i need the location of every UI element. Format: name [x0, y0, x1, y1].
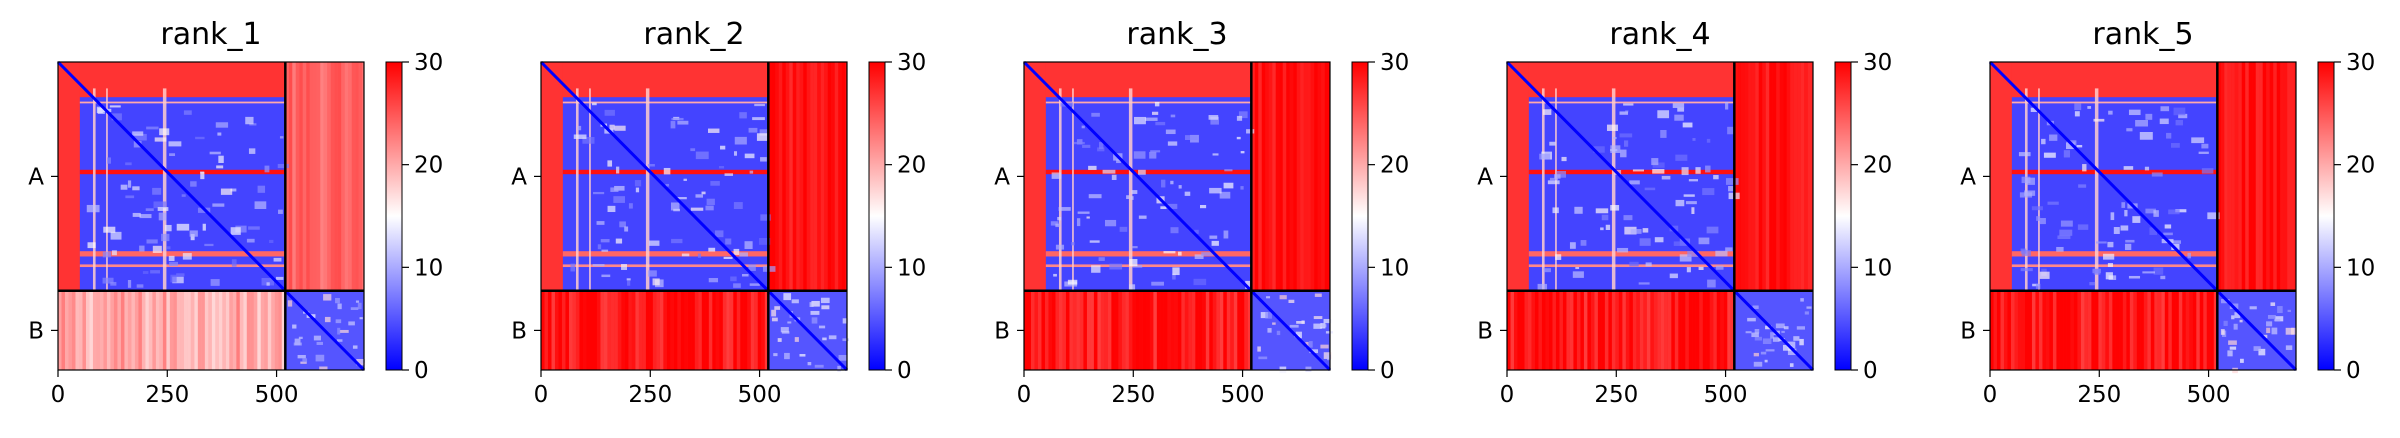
- colorbar-tick-label: 10: [1380, 255, 1409, 281]
- heatmap-cells: [1022, 60, 1333, 374]
- x-tick-label: 0: [534, 382, 549, 408]
- x-tick-label: 0: [1983, 382, 1998, 408]
- colorbar-tick-label: 30: [897, 50, 926, 76]
- heatmap-frame: [1989, 61, 2297, 371]
- x-tick-label: 250: [1111, 382, 1155, 408]
- colorbar-tick-label: 0: [2346, 358, 2361, 384]
- heatmap-cells: [539, 60, 849, 372]
- heatmap-cells: [1505, 60, 1815, 372]
- x-tick-label: 500: [738, 382, 782, 408]
- y-tick-label: A: [1477, 164, 1493, 190]
- heatmap-cells: [1988, 60, 2298, 374]
- x-tick-label: 500: [1704, 382, 1748, 408]
- colorbar-tick-label: 30: [2346, 50, 2375, 76]
- diagonal-line: [1505, 60, 1815, 372]
- heatmap-svg: rank_5 0 250 500 A B 0 10 20 30: [1960, 17, 2375, 408]
- chart-title: rank_2: [643, 17, 744, 52]
- heatmap-svg: rank_4 0 250 500 A B 0 10 20 30: [1477, 17, 1892, 408]
- colorbar-tick-label: 10: [414, 255, 443, 281]
- colorbar-tick-label: 0: [414, 358, 429, 384]
- colorbar-tick-label: 0: [1380, 358, 1395, 384]
- heatmap-panel-1: rank_1 0 250 500 A B 0 10 20 30: [0, 0, 480, 438]
- y-tick-label: A: [511, 164, 527, 190]
- y-tick-label: B: [28, 318, 44, 344]
- x-tick-label: 500: [2187, 382, 2231, 408]
- heatmap-frame: [1023, 61, 1331, 371]
- chart-title: rank_1: [160, 17, 261, 52]
- colorbar-tick-label: 20: [1863, 153, 1892, 179]
- x-tick-label: 250: [1594, 382, 1638, 408]
- x-tick-label: 0: [1017, 382, 1032, 408]
- y-tick-label: B: [1477, 318, 1493, 344]
- y-tick-label: B: [994, 318, 1010, 344]
- colorbar-tick-label: 20: [2346, 153, 2375, 179]
- colorbar: [1834, 61, 1852, 371]
- colorbar-tick-label: 30: [1380, 50, 1409, 76]
- colorbar: [868, 61, 886, 371]
- colorbar-tick-label: 0: [897, 358, 912, 384]
- y-tick-label: A: [994, 164, 1010, 190]
- x-tick-label: 0: [1500, 382, 1515, 408]
- heatmap-svg: rank_1 0 250 500 A B 0 10 20 30: [28, 17, 443, 408]
- chart-title: rank_4: [1609, 17, 1710, 52]
- colorbar-tick-label: 30: [414, 50, 443, 76]
- heatmap-panel-4: rank_4 0 250 500 A B 0 10 20 30: [1449, 0, 1929, 438]
- x-tick-label: 500: [255, 382, 299, 408]
- x-tick-label: 250: [2077, 382, 2121, 408]
- x-tick-label: 250: [628, 382, 672, 408]
- y-tick-label: A: [28, 164, 44, 190]
- x-tick-label: 500: [1221, 382, 1265, 408]
- heatmap-panel-5: rank_5 0 250 500 A B 0 10 20 30: [1932, 0, 2400, 438]
- colorbar-tick-label: 20: [1380, 153, 1409, 179]
- colorbar-tick-label: 10: [2346, 255, 2375, 281]
- heatmap-panel-2: rank_2 0 250 500 A B 0 10 20 30: [483, 0, 963, 438]
- heatmap-panel-3: rank_3 0 250 500 A B 0 10 20 30: [966, 0, 1446, 438]
- heatmap-frame: [57, 61, 365, 371]
- diagonal-line: [1022, 60, 1332, 372]
- y-tick-label: B: [1960, 318, 1976, 344]
- heatmap-frame: [540, 61, 848, 371]
- colorbar: [385, 61, 403, 371]
- colorbar-tick-label: 30: [1863, 50, 1892, 76]
- heatmap-frame: [1506, 61, 1814, 371]
- colorbar-tick-label: 10: [1863, 255, 1892, 281]
- colorbar-tick-label: 10: [897, 255, 926, 281]
- y-tick-label: B: [511, 318, 527, 344]
- heatmap-svg: rank_2 0 250 500 A B 0 10 20 30: [511, 17, 926, 408]
- x-tick-label: 0: [51, 382, 66, 408]
- chart-title: rank_3: [1126, 17, 1227, 52]
- heatmap-svg: rank_3 0 250 500 A B 0 10 20 30: [994, 17, 1409, 408]
- y-tick-label: A: [1960, 164, 1976, 190]
- x-tick-label: 250: [145, 382, 189, 408]
- colorbar: [1351, 61, 1369, 371]
- diagonal-line: [539, 60, 849, 372]
- diagonal-line: [56, 60, 366, 372]
- colorbar-tick-label: 20: [414, 153, 443, 179]
- colorbar-tick-label: 20: [897, 153, 926, 179]
- colorbar: [2317, 61, 2335, 371]
- diagonal-line: [1988, 60, 2298, 372]
- heatmap-cells: [56, 60, 366, 372]
- chart-title: rank_5: [2092, 17, 2193, 52]
- colorbar-tick-label: 0: [1863, 358, 1878, 384]
